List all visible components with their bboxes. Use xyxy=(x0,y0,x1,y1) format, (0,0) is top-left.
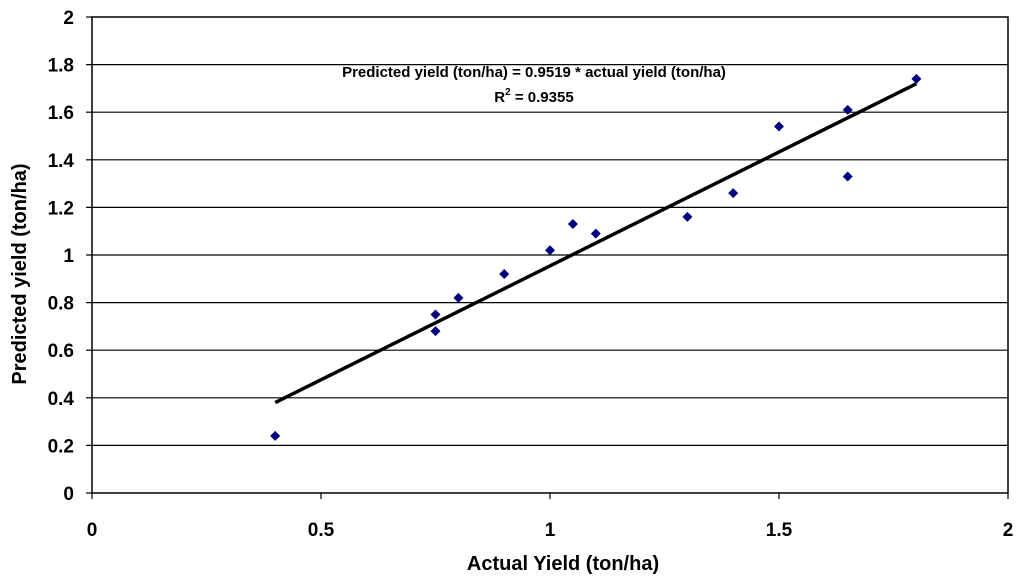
r-squared-letter: R xyxy=(494,89,505,106)
y-tick-label: 0 xyxy=(63,484,74,505)
x-axis-title: Actual Yield (ton/ha) xyxy=(467,553,659,575)
x-tick-label: 1.5 xyxy=(766,520,793,541)
y-tick-label: 1.2 xyxy=(48,198,74,219)
data-point xyxy=(842,104,853,115)
data-point xyxy=(682,211,693,222)
y-tick-label: 0.2 xyxy=(48,436,74,457)
x-axis-ticks: 0 0.5 1 1.5 2 xyxy=(87,493,1014,541)
y-tick-label: 2 xyxy=(63,8,74,29)
x-tick-label: 0.5 xyxy=(308,520,335,541)
data-point xyxy=(545,245,555,256)
r-squared-value: = 0.9355 xyxy=(511,89,574,106)
data-point xyxy=(567,219,578,230)
data-points xyxy=(270,73,922,441)
data-point xyxy=(590,228,601,239)
data-point xyxy=(499,269,510,280)
data-point xyxy=(453,292,464,303)
y-tick-label: 0.4 xyxy=(48,389,75,410)
y-axis-ticks: 0 0.2 0.4 0.6 0.8 1 1.2 1.4 1.6 1.8 2 xyxy=(48,8,92,505)
trendline xyxy=(274,82,918,405)
data-point xyxy=(774,121,784,132)
x-tick-label: 1 xyxy=(545,520,556,541)
data-point xyxy=(430,309,441,320)
y-tick-label: 1.4 xyxy=(48,151,75,172)
y-tick-label: 1.8 xyxy=(48,56,74,77)
r-squared-superscript: 2 xyxy=(505,87,511,98)
y-tick-label: 0.8 xyxy=(48,294,74,315)
data-point xyxy=(842,171,853,182)
r-squared-annotation: R2 = 0.9355 xyxy=(494,87,573,106)
y-tick-label: 1 xyxy=(63,246,74,267)
x-tick-label: 0 xyxy=(87,520,98,541)
data-point xyxy=(728,188,739,199)
data-point xyxy=(911,73,922,84)
data-point xyxy=(270,430,281,441)
x-tick-label: 2 xyxy=(1003,520,1014,541)
y-tick-label: 0.6 xyxy=(48,341,74,362)
equation-annotation: Predicted yield (ton/ha) = 0.9519 * actu… xyxy=(342,64,726,81)
data-point xyxy=(430,326,441,337)
y-tick-label: 1.6 xyxy=(48,103,74,124)
y-axis-title: Predicted yield (ton/ha) xyxy=(9,163,31,384)
